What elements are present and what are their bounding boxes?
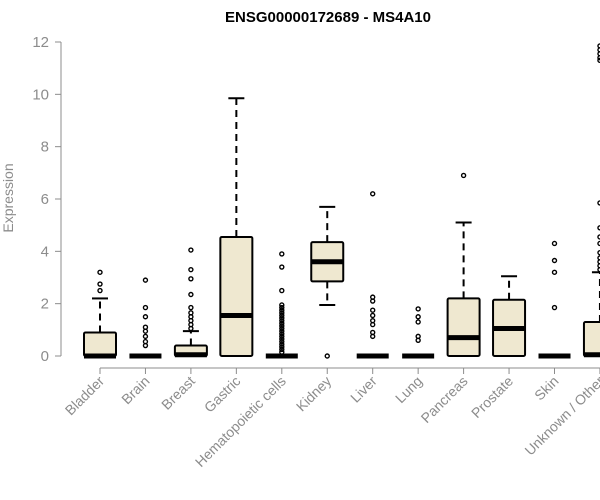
outlier-point <box>97 281 103 287</box>
box-group <box>219 97 254 357</box>
outlier-point <box>279 341 285 347</box>
y-tick-label: 10 <box>32 86 49 103</box>
outlier-point <box>324 353 330 359</box>
y-tick-label: 0 <box>41 348 49 365</box>
outlier-point <box>188 276 194 282</box>
x-tick-label: Lung <box>392 373 425 406</box>
outlier-point <box>142 324 149 330</box>
outlier-point <box>370 191 376 197</box>
box-iqr <box>582 320 600 357</box>
y-tick-label: 2 <box>41 296 49 313</box>
outlier-point <box>188 291 194 298</box>
y-tick-label: 8 <box>41 139 49 156</box>
box-group <box>402 306 435 359</box>
x-tick-label: Bladder <box>62 373 108 419</box>
x-tick-label: Hematopoietic cells <box>192 373 289 470</box>
outlier-point <box>188 304 194 311</box>
box-group <box>265 251 298 359</box>
x-tick-label: Kidney <box>293 373 335 415</box>
outlier-point <box>279 317 285 324</box>
outlier-point <box>415 314 421 320</box>
outlier-point <box>142 277 149 283</box>
outlier-point <box>370 312 376 319</box>
outlier-point <box>551 240 558 247</box>
outlier-point <box>279 346 285 353</box>
box-group <box>492 275 527 358</box>
outlier-point <box>142 338 149 345</box>
outlier-point <box>279 251 285 257</box>
x-tick-label: Gastric <box>201 373 244 416</box>
outlier-point <box>188 247 194 253</box>
outlier-point <box>460 172 467 179</box>
x-tick-label: Prostate <box>468 373 516 421</box>
x-tick-label: Skin <box>531 373 562 404</box>
y-tick-label: 6 <box>41 191 49 208</box>
box-group <box>582 43 600 358</box>
y-axis-label: Expression <box>0 163 16 232</box>
outlier-point <box>370 294 376 300</box>
y-axis: 0 2 4 6 8 10 12 <box>32 34 62 365</box>
x-tick-label: Breast <box>158 373 198 413</box>
outlier-point <box>142 304 149 311</box>
outlier-point <box>415 319 421 325</box>
outlier-point <box>279 331 285 337</box>
outlier-point <box>370 317 376 324</box>
box-group <box>129 277 162 359</box>
x-tick-label: Unknown / Other <box>521 373 600 459</box>
outlier-point <box>279 323 285 329</box>
outlier-point <box>188 266 194 273</box>
outlier-point <box>279 310 285 316</box>
outlier-point <box>279 344 285 350</box>
box-group <box>538 240 571 359</box>
outlier-point <box>279 264 285 270</box>
box-iqr <box>446 297 481 357</box>
plot-area <box>83 43 600 359</box>
outlier-point <box>279 320 285 326</box>
outlier-point <box>188 310 194 316</box>
box-group <box>356 191 389 359</box>
outlier-point <box>279 312 285 319</box>
outlier-point <box>551 269 558 275</box>
outlier-point <box>279 315 285 321</box>
outlier-point <box>142 333 149 340</box>
chart-title: ENSG00000172689 - MS4A10 <box>225 9 431 26</box>
x-tick-label: Brain <box>118 373 152 407</box>
x-tick-label: Liver <box>347 373 380 406</box>
box-group <box>173 247 208 358</box>
outlier-point <box>279 307 285 313</box>
outlier-point <box>415 333 421 340</box>
x-tick-label: Pancreas <box>418 373 471 426</box>
outlier-point <box>551 304 558 311</box>
outlier-point <box>279 338 285 345</box>
outlier-point <box>279 328 285 334</box>
outlier-point <box>415 306 421 312</box>
outlier-point <box>279 287 285 294</box>
outlier-point <box>279 302 285 308</box>
y-tick-label: 12 <box>32 34 49 51</box>
outlier-point <box>279 336 285 342</box>
box-iqr <box>83 331 117 358</box>
y-tick-label: 4 <box>41 243 49 260</box>
box-group <box>310 205 345 359</box>
box-iqr <box>219 235 254 357</box>
outlier-point <box>551 257 558 264</box>
outlier-point <box>279 304 285 311</box>
box-group <box>446 172 481 357</box>
outlier-point <box>97 269 103 275</box>
outlier-point <box>97 287 103 294</box>
outlier-point <box>279 349 285 355</box>
outlier-point <box>370 307 376 313</box>
outlier-point <box>142 314 149 320</box>
outlier-point <box>279 325 285 332</box>
box-group <box>83 269 117 359</box>
outlier-point <box>370 329 376 336</box>
outlier-point <box>279 333 285 340</box>
